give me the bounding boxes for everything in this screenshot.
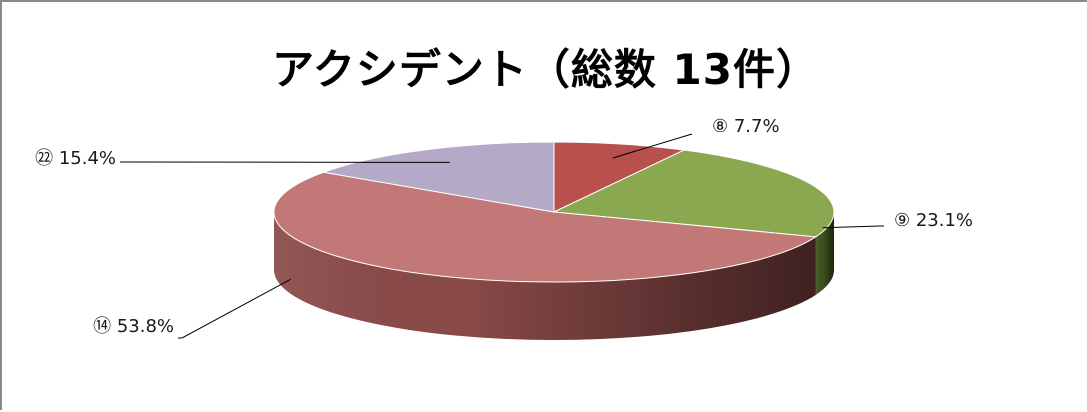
data-label-2: ⑭ 53.8% — [93, 316, 174, 337]
data-label-0: ⑧ 7.7% — [712, 116, 780, 137]
data-label-3: ㉒ 15.4% — [35, 148, 116, 169]
data-label-1: ⑨ 23.1% — [894, 210, 973, 231]
pie-tops — [274, 142, 834, 282]
leader-line-2 — [178, 279, 291, 338]
